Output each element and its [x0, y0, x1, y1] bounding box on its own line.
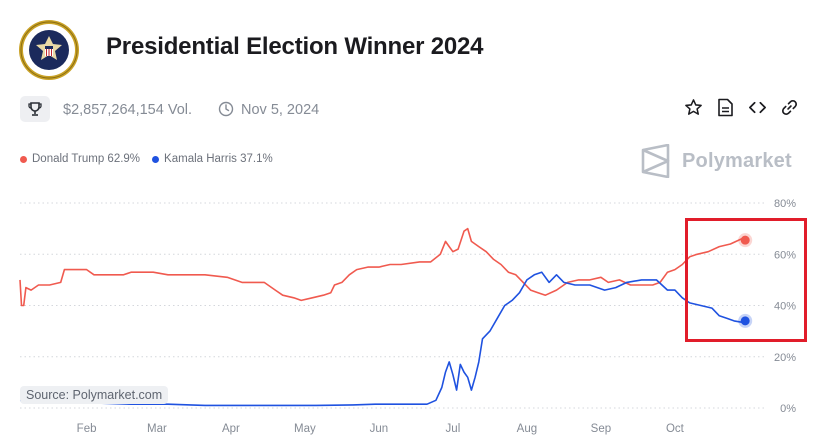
favorite-button[interactable] [684, 98, 703, 117]
embed-button[interactable] [748, 98, 767, 117]
legend-item-trump[interactable]: Donald Trump 62.9% [20, 153, 140, 165]
market-header: Presidential Election Winner 2024 [0, 0, 819, 90]
x-tick-label: Feb [77, 423, 97, 435]
x-tick-label: Aug [517, 423, 537, 435]
y-tick-label: 0% [780, 403, 796, 415]
page-title: Presidential Election Winner 2024 [106, 33, 484, 60]
source-label: Source: Polymarket.com [20, 386, 169, 404]
x-tick-label: Jun [370, 423, 389, 435]
highlight-box [685, 218, 807, 342]
chart-legend: Donald Trump 62.9% Kamala Harris 37.1% [20, 153, 273, 165]
endpoint-dot-trump [740, 235, 750, 245]
star-icon [685, 99, 702, 115]
y-tick-label: 60% [774, 249, 796, 261]
y-tick-label: 40% [774, 301, 796, 313]
x-tick-label: Oct [666, 423, 685, 435]
x-axis-ticks: Feb Mar Apr May Jun Jul Aug Sep Oct [77, 423, 685, 435]
legend-label-trump: Donald Trump 62.9% [32, 153, 141, 165]
trophy-icon [28, 102, 42, 116]
polymarket-brand: Polymarket [640, 144, 792, 178]
legend-dot-harris [152, 155, 160, 163]
y-axis-ticks: 0% 20% 40% 60% 80% [774, 198, 796, 415]
polymarket-logo-icon [641, 144, 670, 178]
y-tick-label: 20% [774, 352, 796, 364]
brand-name: Polymarket [682, 149, 792, 172]
link-icon [781, 99, 798, 116]
code-icon [749, 101, 766, 114]
x-tick-label: Jul [446, 423, 461, 435]
market-meta-row: $2,857,264,154 Vol. Nov 5, 2024 [0, 96, 819, 126]
market-actions [684, 98, 799, 117]
rules-button[interactable] [716, 98, 735, 117]
y-tick-label: 80% [774, 198, 796, 210]
presidential-seal-icon [19, 20, 79, 80]
legend-dot-trump [20, 155, 27, 163]
probability-chart[interactable]: 0% 20% 40% 60% 80% Feb Mar Apr May Jun Jul Aug Sep O… [0, 185, 819, 437]
series-line-harris [19, 271, 746, 407]
chart-series [19, 227, 753, 407]
x-tick-label: May [294, 423, 316, 435]
legend-item-harris[interactable]: Kamala Harris 37.1% [152, 153, 273, 165]
clock-icon [218, 101, 234, 117]
document-icon [718, 98, 733, 117]
x-tick-label: Sep [591, 423, 611, 435]
trophy-badge[interactable] [20, 96, 50, 122]
x-tick-label: Mar [147, 423, 167, 435]
copy-link-button[interactable] [780, 98, 799, 117]
legend-label-harris: Kamala Harris 37.1% [164, 153, 273, 165]
volume-text: $2,857,264,154 Vol. [63, 102, 193, 118]
chart-grid [20, 202, 765, 409]
x-tick-label: Apr [222, 423, 240, 435]
series-line-trump [19, 227, 746, 307]
end-date-text: Nov 5, 2024 [241, 102, 320, 118]
endpoint-dot-harris [740, 316, 750, 326]
